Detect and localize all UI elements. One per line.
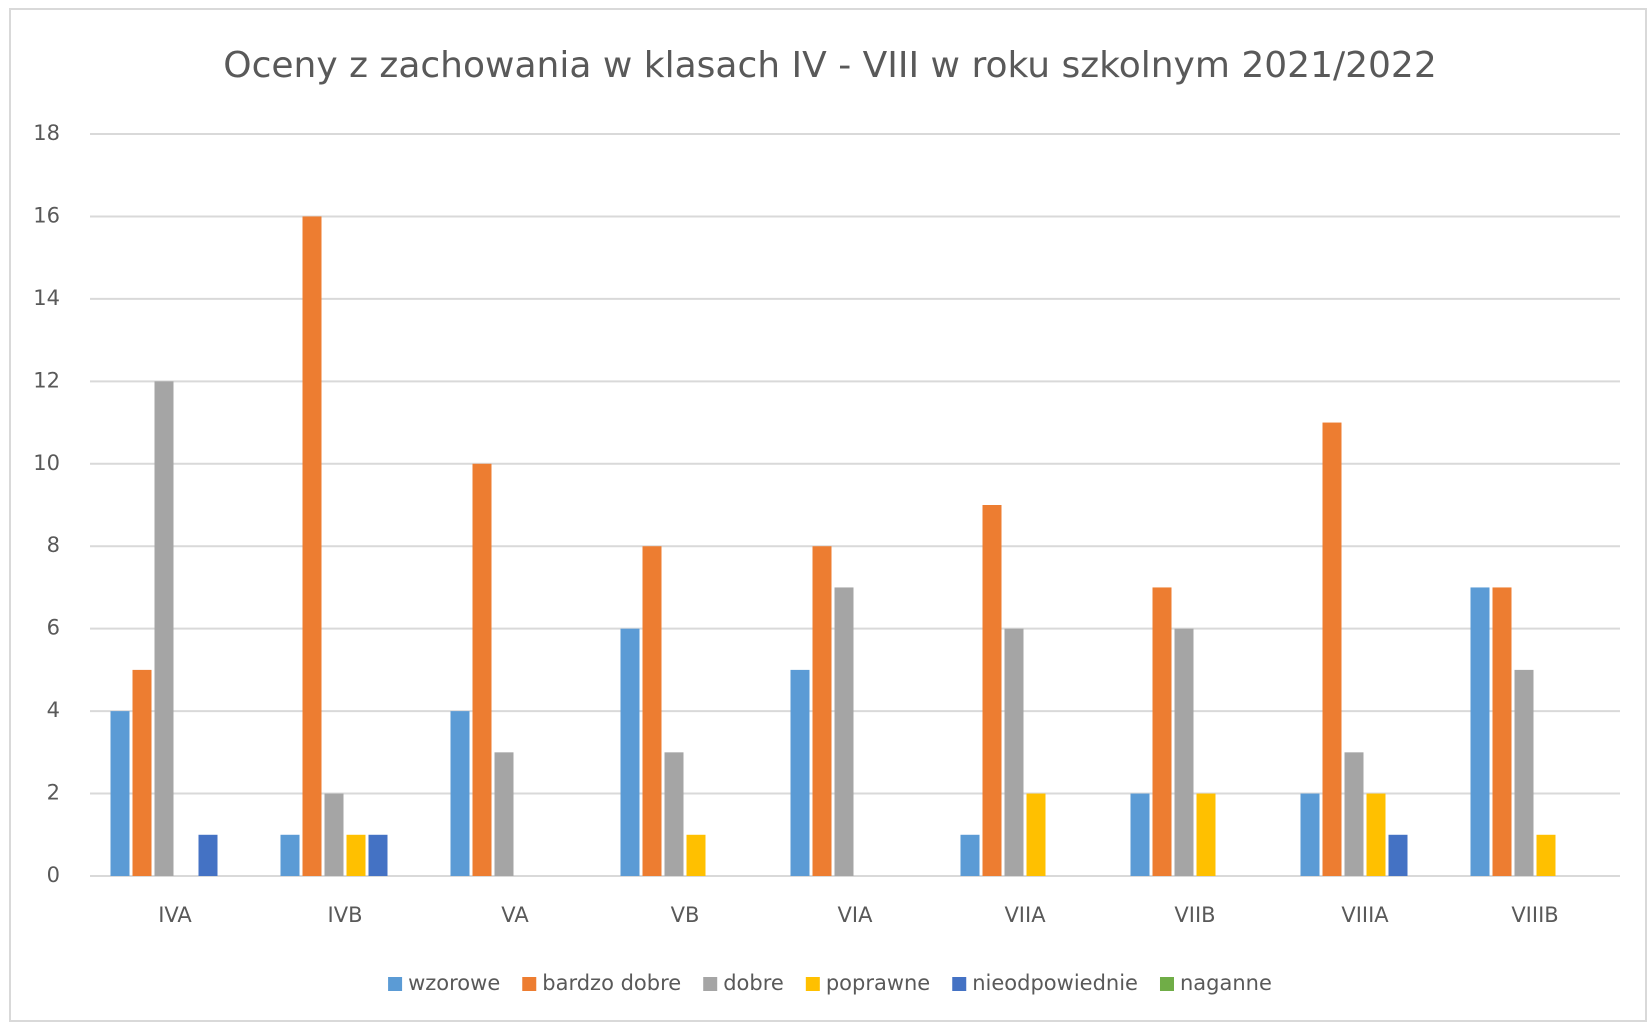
bar <box>664 752 684 876</box>
x-tick-label: VA <box>501 903 529 927</box>
bar <box>1196 793 1216 876</box>
x-tick-label: IVA <box>158 903 192 927</box>
x-tick-label: VIA <box>838 903 874 927</box>
bar <box>368 834 388 876</box>
bar <box>834 587 854 876</box>
bar <box>198 834 218 876</box>
bar <box>1322 422 1342 876</box>
bar <box>346 834 366 876</box>
bar <box>494 752 514 876</box>
y-tick-label: 10 <box>33 451 60 475</box>
legend-swatch <box>952 977 967 991</box>
bar <box>1492 587 1512 876</box>
bar <box>324 793 344 876</box>
y-tick-label: 16 <box>33 203 60 227</box>
legend-swatch <box>703 977 718 991</box>
y-tick-label: 14 <box>33 286 60 310</box>
bar <box>1514 669 1534 876</box>
bar <box>302 216 322 876</box>
bar <box>154 381 174 876</box>
legend-label: nieodpowiednie <box>972 971 1138 995</box>
x-tick-label: VIIIB <box>1511 903 1558 927</box>
x-tick-label: VIIA <box>1004 903 1046 927</box>
y-tick-label: 6 <box>47 616 60 640</box>
y-tick-label: 18 <box>33 121 60 145</box>
y-tick-label: 8 <box>47 533 60 557</box>
legend-swatch <box>522 977 537 991</box>
y-tick-label: 4 <box>47 698 60 722</box>
x-tick-label: VB <box>671 903 700 927</box>
bar <box>1344 752 1364 876</box>
legend-swatch <box>388 977 403 991</box>
bar <box>280 834 300 876</box>
y-tick-label: 2 <box>47 781 60 805</box>
bar <box>1026 793 1046 876</box>
bar <box>1536 834 1556 876</box>
bar <box>686 834 706 876</box>
bar <box>982 505 1002 876</box>
legend-swatch <box>805 977 820 991</box>
bar <box>1152 587 1172 876</box>
bar <box>642 546 662 876</box>
bar <box>1174 628 1194 876</box>
x-tick-label: VIIIA <box>1341 903 1389 927</box>
y-tick-label: 0 <box>47 863 60 887</box>
x-tick-label: IVB <box>328 903 363 927</box>
bar <box>1300 793 1320 876</box>
bar <box>1388 834 1408 876</box>
y-tick-label: 12 <box>33 368 60 392</box>
legend-label: poprawne <box>826 971 930 995</box>
legend-label: wzorowe <box>408 971 500 995</box>
bar <box>450 711 470 876</box>
legend-label: bardzo dobre <box>542 971 681 995</box>
legend-label: naganne <box>1180 971 1272 995</box>
bar <box>812 546 832 876</box>
chart-title: Oceny z zachowania w klasach IV - VIII w… <box>223 45 1436 86</box>
bar <box>1470 587 1490 876</box>
bar <box>960 834 980 876</box>
legend-label: dobre <box>723 971 784 995</box>
bar <box>1366 793 1386 876</box>
bar <box>620 628 640 876</box>
bar <box>132 669 152 876</box>
bar <box>790 669 810 876</box>
legend-swatch <box>1159 977 1174 991</box>
bar <box>110 711 130 876</box>
x-tick-label: VIIB <box>1174 903 1215 927</box>
bar <box>472 463 492 876</box>
bar <box>1130 793 1150 876</box>
bar <box>1004 628 1024 876</box>
